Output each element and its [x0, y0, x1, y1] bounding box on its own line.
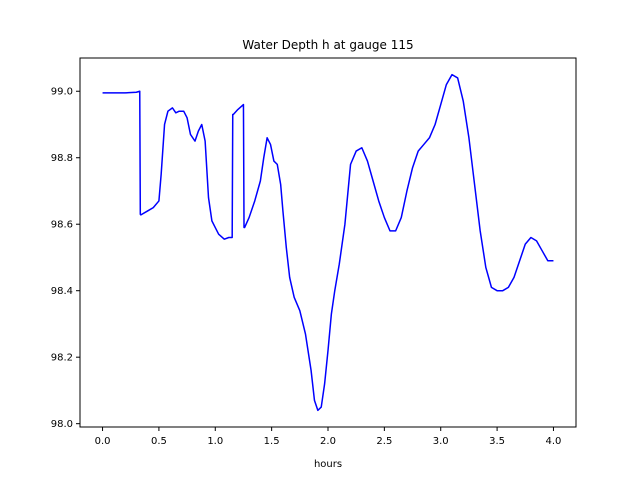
y-tick-label: 99.0 [51, 87, 73, 98]
y-tick-label: 98.8 [51, 153, 73, 164]
y-tick-label: 98.2 [51, 353, 73, 364]
y-tick-label: 98.6 [51, 220, 73, 231]
x-tick-label: 0.0 [95, 436, 111, 447]
x-axis-label: hours [314, 459, 342, 470]
series-line-water-depth [102, 73, 554, 412]
y-axis: 98.0 98.2 98.4 98.6 98.8 99.0 [51, 87, 80, 430]
x-tick-label: 1.0 [207, 436, 223, 447]
x-tick-label: 3.0 [433, 436, 449, 447]
x-tick-label: 3.5 [489, 436, 505, 447]
x-tick-label: 4.0 [546, 436, 562, 447]
y-tick-label: 98.4 [51, 286, 73, 297]
x-tick-label: 2.5 [376, 436, 392, 447]
chart-title: Water Depth h at gauge 115 [242, 38, 413, 52]
x-tick-label: 1.5 [264, 436, 280, 447]
x-tick-label: 0.5 [151, 436, 167, 447]
x-tick-label: 2.0 [320, 436, 336, 447]
y-tick-label: 98.0 [51, 419, 73, 430]
x-axis: 0.0 0.5 1.0 1.5 2.0 2.5 3.0 3.5 4.0 [95, 427, 562, 447]
